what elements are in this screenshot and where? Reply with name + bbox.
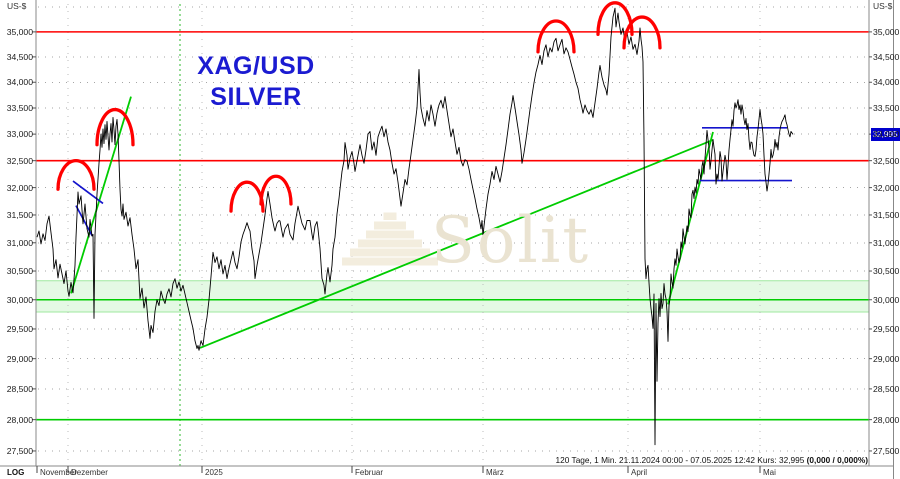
y-tick-label-right: 31,500 — [873, 209, 900, 220]
month-label[interactable]: Mai — [763, 468, 776, 477]
y-tick-label-right: 32,000 — [873, 182, 900, 193]
month-label[interactable]: Dezember — [71, 468, 108, 477]
title-name: SILVER — [210, 83, 302, 111]
y-tick-label-right: 30,500 — [873, 266, 900, 277]
y-tick-label-right: 34,000 — [873, 77, 900, 88]
chart-range-info: 120 Tage, 1 Min. 21.11.2024 00:00 - 07.0… — [555, 455, 807, 465]
instrument-title: XAG/USD SILVER — [164, 51, 348, 113]
y-tick-label-left: 29,000 — [6, 353, 33, 364]
y-tick-label-right: 28,000 — [873, 414, 900, 425]
month-ticks[interactable] — [36, 466, 761, 473]
horizontal-price-lines[interactable] — [36, 31, 869, 421]
y-tick-label-left: 32,000 — [6, 182, 33, 193]
green-trend-lines[interactable] — [70, 96, 714, 349]
month-label[interactable]: 2025 — [205, 468, 223, 477]
y-tick-label-left: 28,000 — [6, 414, 33, 425]
y-tick-label-left: 33,000 — [6, 129, 33, 140]
y-tick-label-right: 27,500 — [873, 445, 900, 456]
y-tick-label-right: 29,000 — [873, 353, 900, 364]
y-tick-label-right: 30,000 — [873, 294, 900, 305]
y-tick-label-right: 32,500 — [873, 155, 900, 166]
left-axis-unit-label: US-$ — [7, 1, 27, 11]
y-tick-label-right: 33,500 — [873, 102, 900, 113]
y-tick-label-left: 30,000 — [6, 294, 33, 305]
y-tick-label-left: 31,000 — [6, 237, 33, 248]
y-tick-label-right: 29,500 — [873, 323, 900, 334]
support-zone[interactable] — [36, 280, 869, 313]
watermark-pyramid-logo — [342, 212, 438, 266]
y-tick-label-left: 29,500 — [6, 323, 33, 334]
y-tick-label-right: 28,500 — [873, 383, 900, 394]
resistance-arcs[interactable] — [56, 1, 662, 213]
log-scale-label[interactable]: LOG — [7, 468, 25, 477]
y-tick-label-right: 35,000 — [873, 26, 900, 37]
month-label[interactable]: April — [631, 468, 648, 477]
y-tick-label-left: 34,500 — [6, 51, 33, 62]
chart-change-info: (0,000 / 0,000%) — [806, 455, 868, 465]
y-tick-label-left: 35,000 — [6, 26, 33, 37]
month-label[interactable]: Februar — [355, 468, 384, 477]
y-tick-label-left: 30,500 — [6, 266, 33, 277]
month-label[interactable]: März — [486, 468, 504, 477]
price-series-path — [36, 7, 794, 446]
y-tick-label-left: 32,500 — [6, 155, 33, 166]
chart-status-line: 120 Tage, 1 Min. 21.11.2024 00:00 - 07.0… — [0, 455, 868, 465]
right-axis-unit-label: US-$ — [873, 1, 893, 11]
title-symbol: XAG/USD — [197, 52, 315, 80]
current-price-badge: 32,995 — [870, 127, 900, 141]
y-tick-label-left: 34,000 — [6, 77, 33, 88]
y-tick-label-right: 33,000 — [873, 129, 900, 140]
y-tick-label-left: 31,500 — [6, 209, 33, 220]
y-tick-label-left: 33,500 — [6, 102, 33, 113]
watermark-text: Solit — [431, 204, 591, 278]
y-tick-label-left: 27,500 — [6, 445, 33, 456]
y-tick-label-right: 34,500 — [873, 51, 900, 62]
y-tick-label-left: 28,500 — [6, 383, 33, 394]
y-tick-label-right: 31,000 — [873, 237, 900, 248]
month-label[interactable]: November — [40, 468, 77, 477]
